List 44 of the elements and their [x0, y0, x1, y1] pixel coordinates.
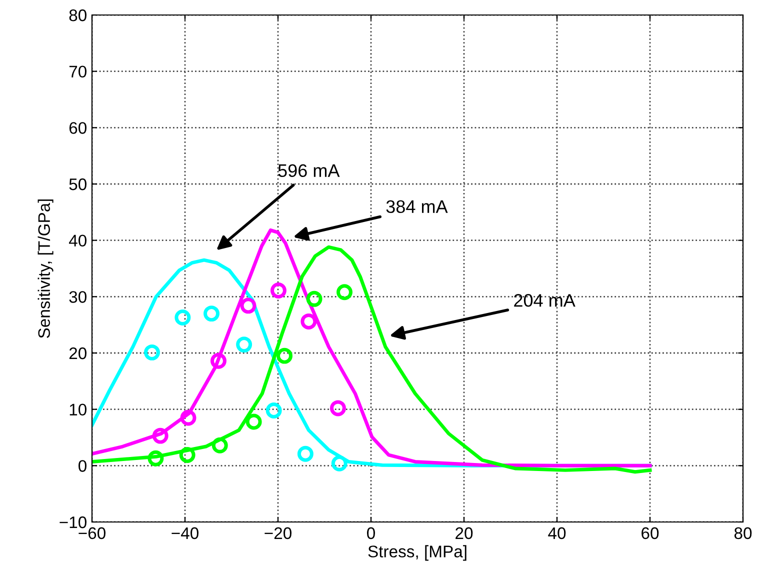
point	[179, 446, 196, 463]
x-tick-label: 80	[734, 527, 752, 540]
point	[331, 455, 348, 472]
y-tick-label: 0	[78, 460, 86, 472]
point	[266, 402, 282, 418]
point	[330, 400, 346, 416]
x-tick-label: −60	[78, 527, 106, 540]
point	[210, 352, 226, 369]
annotation: 384 mA	[386, 200, 448, 214]
x-axis-title: Stress, [MPa]	[368, 545, 466, 561]
y-tick-label: 20	[69, 347, 86, 360]
point	[270, 282, 286, 298]
y-tick-label: 30	[69, 291, 86, 303]
y-axis-title: Sensitivity, [T/GPa]	[38, 199, 54, 338]
point	[336, 284, 352, 300]
point	[246, 414, 262, 430]
y-tick-label: 60	[69, 122, 86, 134]
x-tick-label: 40	[548, 527, 566, 540]
point	[148, 450, 164, 466]
x-tick-label: −40	[172, 527, 198, 540]
point	[174, 310, 191, 326]
y-tick-label: 50	[69, 178, 86, 190]
point	[297, 446, 314, 462]
point	[300, 313, 317, 330]
point	[306, 290, 322, 307]
x-tick-label: 0	[367, 527, 375, 540]
y-tick-label: 80	[69, 9, 86, 22]
point	[240, 298, 256, 314]
annotation: 596 mA	[278, 164, 340, 178]
y-tick-label: 70	[69, 66, 86, 78]
point	[236, 336, 252, 353]
annotation: 204 mA	[514, 294, 576, 307]
x-tick-label: 20	[456, 527, 473, 540]
point	[212, 437, 228, 454]
y-tick-label: −10	[60, 516, 86, 528]
point	[180, 410, 196, 426]
point	[144, 344, 160, 360]
point	[204, 306, 220, 322]
point	[276, 348, 292, 364]
point	[152, 428, 168, 444]
y-tick-label: 40	[68, 234, 86, 247]
y-tick-label: 10	[70, 404, 86, 416]
x-tick-label: 60	[642, 527, 659, 540]
x-tick-label: −20	[264, 527, 292, 540]
